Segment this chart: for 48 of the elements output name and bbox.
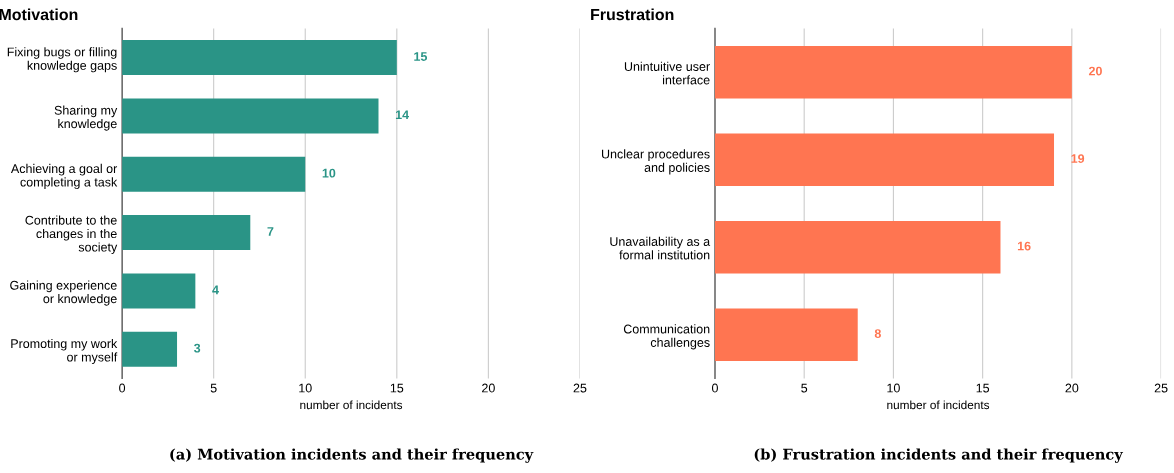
bar — [122, 215, 251, 251]
y-tick-label: Contribute to the changes in the society — [25, 215, 118, 255]
x-tick-label: 10 — [887, 383, 900, 393]
data-label: 15 — [414, 52, 428, 61]
chart-title: Frustration — [591, 8, 674, 21]
x-tick-label: 20 — [482, 383, 495, 393]
bar — [714, 133, 1055, 186]
x-tick-label: 0 — [711, 383, 718, 393]
bar — [122, 331, 178, 367]
y-tick-label: Communication challenges — [623, 324, 710, 350]
data-label: 7 — [267, 227, 274, 236]
y-tick-label: Unclear procedures and policies — [602, 149, 710, 175]
x-tick-label: 25 — [573, 383, 587, 393]
bar — [122, 98, 379, 134]
data-label: 14 — [395, 110, 409, 120]
x-tick-label: 5 — [210, 383, 217, 393]
x-tick-label: 15 — [976, 383, 990, 393]
bar — [714, 45, 1072, 99]
text: (a) Motivation incidents and their frequency — [170, 448, 534, 463]
x-tick-label: 20 — [1065, 383, 1079, 393]
x-axis-title: number of incidents — [300, 400, 403, 410]
y-tick-label: Unintuitive user interface — [624, 61, 710, 85]
bar — [122, 156, 306, 192]
bar — [714, 220, 1001, 274]
y-tick-label: Fixing bugs or filling knowledge gaps — [7, 47, 117, 73]
data-label: 10 — [322, 168, 336, 178]
text: (b) Frustration incidents and their frequency — [754, 448, 1124, 463]
data-label: 16 — [1017, 241, 1031, 251]
x-tick-label: 15 — [390, 383, 404, 393]
data-label: 3 — [193, 343, 201, 353]
y-tick-label: Unavailability as a formal institution — [610, 236, 711, 260]
x-tick-label: 25 — [1154, 383, 1168, 393]
y-tick-label: Promoting my work or myself — [11, 338, 118, 364]
data-label: 19 — [1071, 154, 1085, 163]
chart-title: Motivation — [0, 8, 78, 21]
data-label: 8 — [874, 329, 881, 338]
data-label: 4 — [212, 285, 219, 295]
y-tick-label: Achieving a goal or completing a task — [10, 163, 118, 189]
y-tick-label: Gaining experience or knowledge — [10, 280, 117, 306]
x-tick-label: 10 — [299, 383, 312, 393]
bar — [122, 40, 397, 76]
bar — [714, 308, 858, 361]
x-tick-label: 5 — [801, 383, 808, 393]
bar — [122, 273, 196, 309]
y-tick-label: Sharing my knowledge — [54, 105, 118, 131]
x-axis-title: number of incidents — [887, 400, 990, 410]
data-label: 20 — [1088, 66, 1102, 76]
x-tick-label: 0 — [119, 383, 126, 393]
